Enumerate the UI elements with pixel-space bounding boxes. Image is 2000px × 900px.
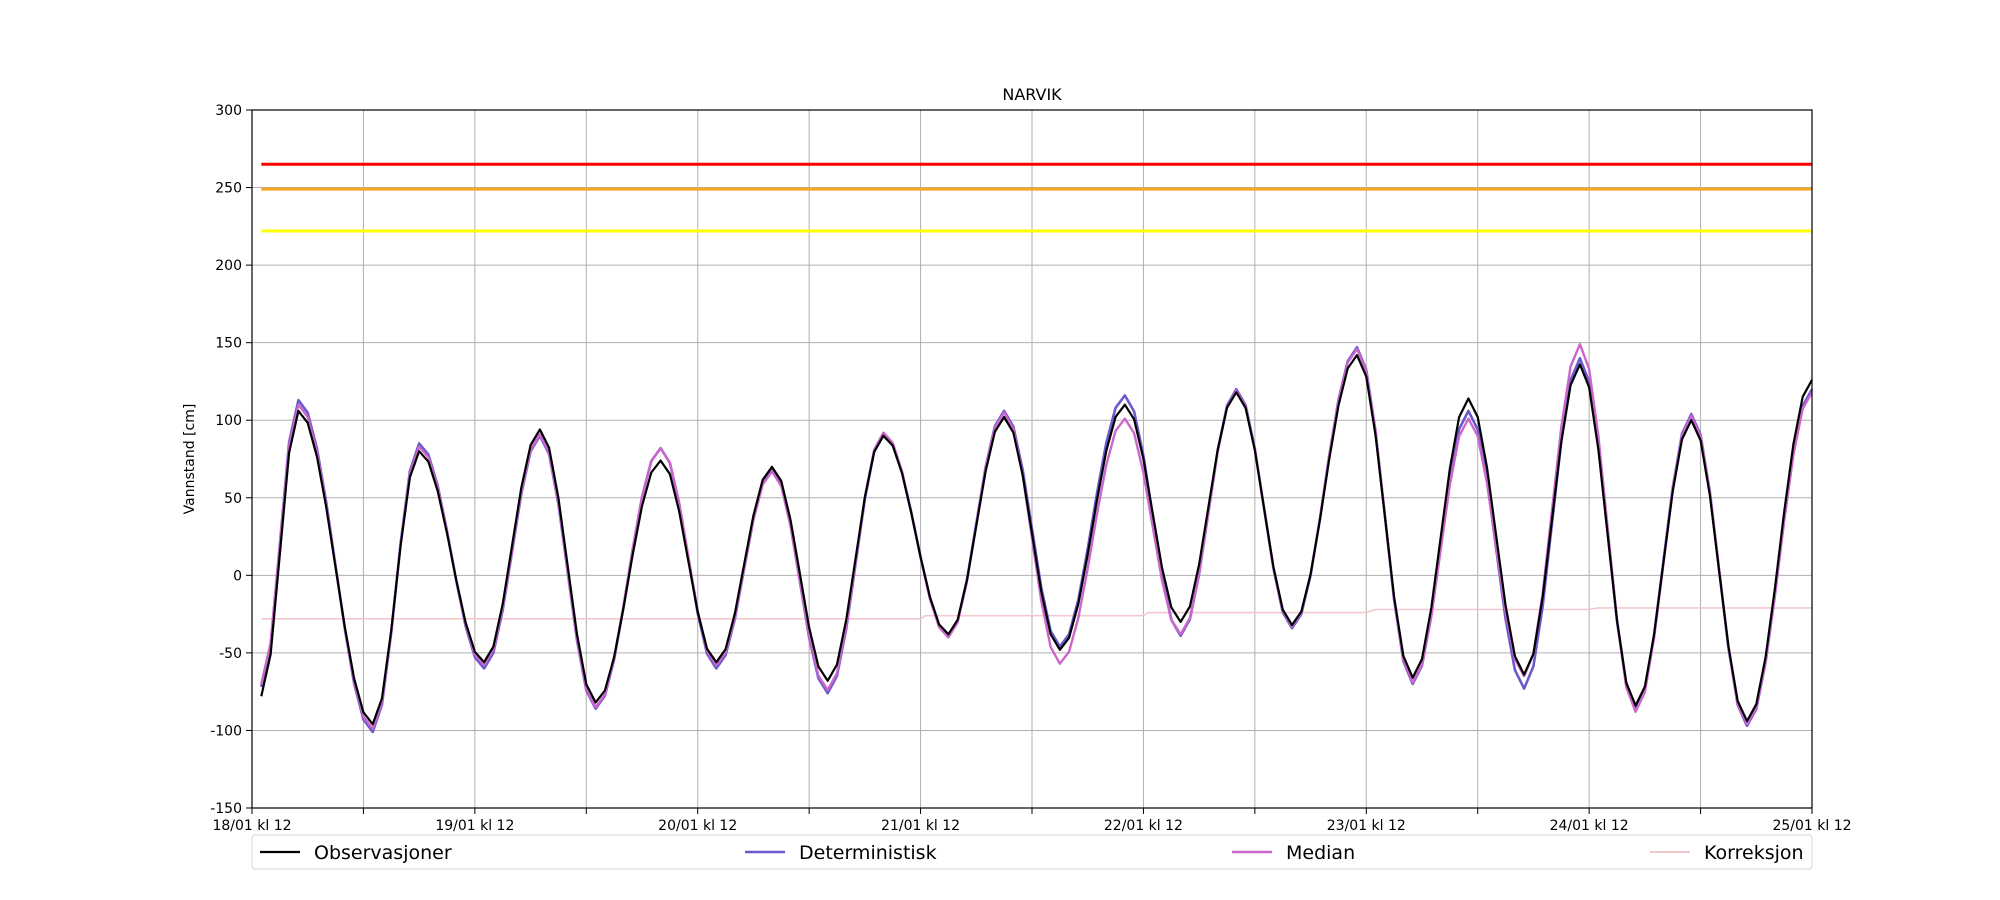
legend-label: Korreksjon	[1704, 842, 1804, 864]
grid	[251, 109, 1813, 809]
series-line-korreksjon	[261, 607, 1812, 620]
chart-title: NARVIK	[1002, 85, 1062, 104]
x-tick-label: 21/01 kl 12	[881, 818, 960, 834]
legend-label: Median	[1286, 842, 1355, 864]
y-tick-label: 50	[224, 491, 242, 507]
series-lines	[260, 343, 1814, 734]
y-axis-label: Vannstand [cm]	[182, 404, 198, 515]
legend: Observasjoner Deterministisk Median Korreks…	[251, 834, 1813, 870]
series-line-deterministisk	[260, 346, 1814, 734]
x-tick-label: 20/01 kl 12	[658, 818, 737, 834]
y-tick-label: 100	[215, 413, 242, 429]
threshold-lines	[261, 162, 1812, 233]
y-tick-label: -150	[210, 801, 242, 817]
x-tick-label: 19/01 kl 12	[435, 818, 514, 834]
series-line-observasjoner	[260, 354, 1813, 726]
y-axis-ticks: -150 -100 -50 0 50 100 150 200 250 300	[210, 103, 252, 817]
legend-label: Observasjoner	[314, 842, 452, 864]
x-axis-ticks: 18/01 kl 12 19/01 kl 12 20/01 kl 12 21/01 k…	[212, 808, 1852, 834]
x-tick-label: 25/01 kl 12	[1772, 818, 1851, 834]
y-tick-label: 0	[233, 568, 242, 584]
y-tick-label: 200	[215, 258, 242, 274]
legend-label: Deterministisk	[799, 842, 937, 864]
y-tick-label: 300	[215, 103, 242, 119]
y-tick-label: -50	[219, 646, 242, 662]
y-tick-label: 250	[215, 181, 242, 197]
x-tick-label: 22/01 kl 12	[1104, 818, 1183, 834]
legend-box	[251, 834, 1813, 870]
y-tick-label: -100	[210, 723, 242, 739]
x-tick-label: 23/01 kl 12	[1327, 818, 1406, 834]
x-tick-label: 24/01 kl 12	[1550, 818, 1629, 834]
x-tick-label: 18/01 kl 12	[212, 818, 291, 834]
y-tick-label: 150	[215, 336, 242, 352]
series-line-median	[260, 343, 1814, 731]
